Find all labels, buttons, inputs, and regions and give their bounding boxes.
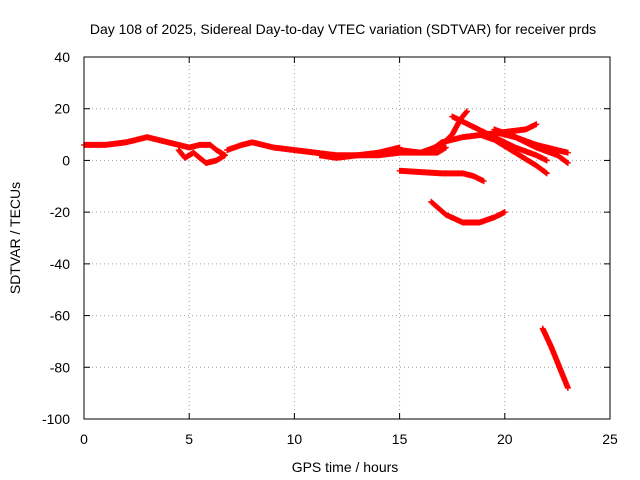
chart-title: Day 108 of 2025, Sidereal Day-to-day VTE…	[90, 21, 596, 37]
axis-ticks: 0 5 10 15 20 25 -100 -80 -60 -40 -20 0 20 40	[42, 49, 618, 447]
point-markers	[539, 325, 571, 391]
y-tick-label: -80	[50, 359, 70, 375]
grid	[84, 57, 610, 419]
y-tick-label: -20	[50, 204, 70, 220]
plot-frame	[83, 56, 611, 420]
series-track-k	[396, 167, 487, 185]
point-markers	[428, 198, 508, 226]
y-tick-label: 20	[54, 101, 70, 117]
x-tick-label: 25	[602, 431, 618, 447]
x-tick-label: 15	[392, 431, 408, 447]
y-tick-label: 40	[54, 49, 70, 65]
x-axis-label: GPS time / hours	[292, 459, 399, 475]
y-tick-label: 0	[62, 152, 70, 168]
point-markers	[476, 131, 550, 177]
point-markers	[81, 134, 228, 159]
point-markers	[175, 147, 228, 167]
series-track-b	[175, 147, 228, 167]
point-markers	[396, 167, 487, 185]
series-track-m	[539, 325, 571, 391]
series-track-l	[428, 198, 508, 226]
series-track-a	[81, 134, 228, 159]
series-track-h	[476, 131, 550, 177]
y-tick-label: -40	[50, 256, 70, 272]
x-tick-label: 0	[80, 431, 88, 447]
y-axis-label: SDTVAR / TECUs	[7, 182, 23, 294]
series-track-j	[491, 126, 571, 167]
x-tick-label: 20	[497, 431, 513, 447]
point-markers	[491, 126, 571, 167]
x-tick-label: 5	[185, 431, 193, 447]
data-points	[81, 108, 571, 391]
y-tick-label: -60	[50, 308, 70, 324]
x-tick-label: 10	[287, 431, 303, 447]
y-tick-label: -100	[42, 411, 70, 427]
